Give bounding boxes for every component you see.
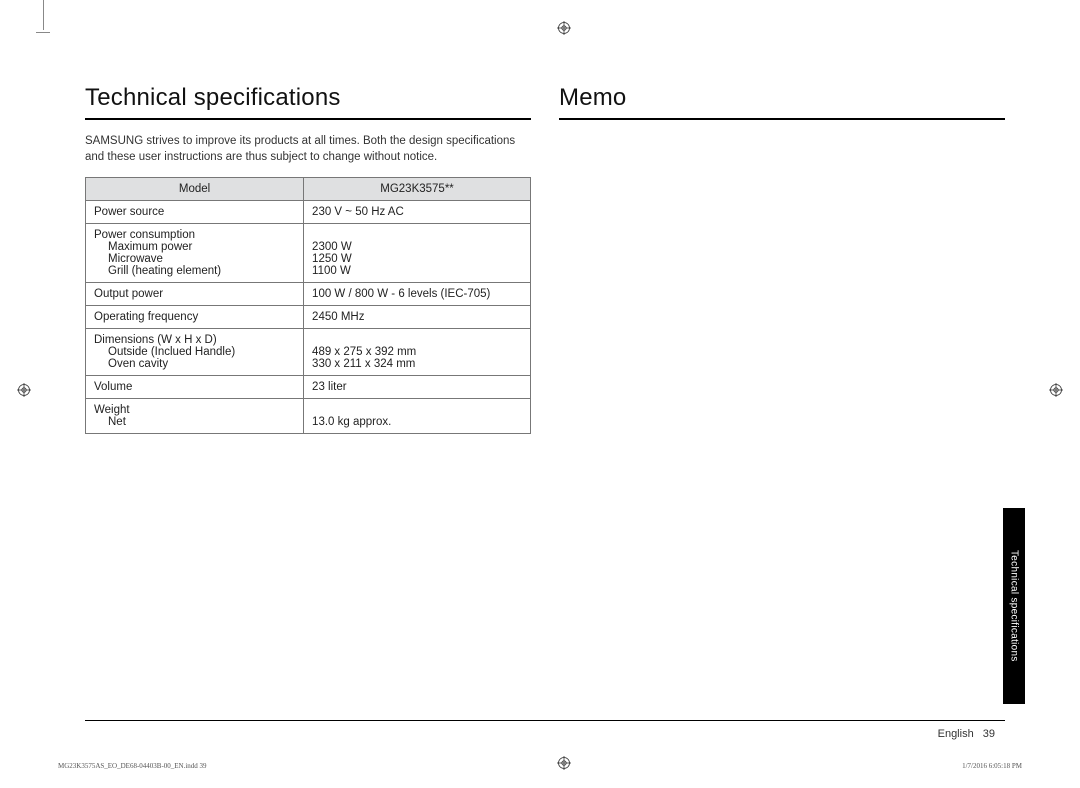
heading-memo: Memo: [559, 84, 1005, 112]
registration-mark-top: [557, 21, 571, 35]
spec-value-cell: 13.0 kg approx.: [304, 399, 531, 434]
spec-subvalue: 13.0 kg approx.: [312, 416, 522, 428]
spec-label: Dimensions (W x H x D): [94, 334, 217, 346]
registration-mark-left: [17, 383, 31, 397]
spec-label: Power consumption: [94, 229, 195, 241]
footer-language: English: [938, 728, 974, 740]
spec-sublabel: Grill (heating element): [94, 265, 295, 277]
spec-sublabel: Oven cavity: [94, 358, 295, 370]
heading-rule-right: [559, 118, 1005, 120]
spec-label-cell: Power source: [86, 201, 304, 224]
table-header-row: Model MG23K3575**: [86, 178, 531, 201]
right-column: Memo: [559, 84, 1005, 434]
footer-page-number: 39: [983, 728, 995, 740]
registration-mark-bottom: [557, 756, 571, 770]
spec-label-cell: Dimensions (W x H x D)Outside (Inclued H…: [86, 329, 304, 376]
spec-sublabel: Net: [94, 416, 295, 428]
heading-tech-specs: Technical specifications: [85, 84, 531, 112]
page-content: Technical specifications SAMSUNG strives…: [85, 84, 1005, 434]
th-model: Model: [86, 178, 304, 201]
registration-mark-right: [1049, 383, 1063, 397]
spec-label-cell: Output power: [86, 283, 304, 306]
spec-sublabel: Maximum power: [94, 241, 295, 253]
left-column: Technical specifications SAMSUNG strives…: [85, 84, 531, 434]
table-row: Dimensions (W x H x D)Outside (Inclued H…: [86, 329, 531, 376]
spec-label: Power source: [94, 206, 164, 218]
spec-label-cell: WeightNet: [86, 399, 304, 434]
spec-value: 230 V ~ 50 Hz AC: [312, 206, 404, 218]
spec-value-cell: 100 W / 800 W - 6 levels (IEC-705): [304, 283, 531, 306]
table-row: Power consumptionMaximum powerMicrowaveG…: [86, 224, 531, 283]
spec-label-cell: Power consumptionMaximum powerMicrowaveG…: [86, 224, 304, 283]
spec-subvalue: 2300 W: [312, 241, 522, 253]
table-row: Volume 23 liter: [86, 376, 531, 399]
spec-table: Model MG23K3575** Power source 230 V ~ 50…: [85, 177, 531, 434]
spec-sublabel: Outside (Inclued Handle): [94, 346, 295, 358]
spec-subvalue: 330 x 211 x 324 mm: [312, 358, 522, 370]
spec-value: [312, 229, 315, 241]
spec-label: Output power: [94, 288, 163, 300]
spec-subvalue: 489 x 275 x 392 mm: [312, 346, 522, 358]
footer-rule: [85, 720, 1005, 721]
spec-sublabel: Microwave: [94, 253, 295, 265]
table-row: Output power 100 W / 800 W - 6 levels (IE…: [86, 283, 531, 306]
spec-value: 100 W / 800 W - 6 levels (IEC-705): [312, 288, 490, 300]
spec-label: Volume: [94, 381, 132, 393]
crop-mark-top-left: [36, 0, 52, 42]
table-row: Operating frequency 2450 MHz: [86, 306, 531, 329]
spec-value-cell: 230 V ~ 50 Hz AC: [304, 201, 531, 224]
spec-value: 23 liter: [312, 381, 347, 393]
spec-subvalue: 1250 W: [312, 253, 522, 265]
spec-value: [312, 334, 315, 346]
spec-label-cell: Operating frequency: [86, 306, 304, 329]
spec-value: 2450 MHz: [312, 311, 364, 323]
intro-text: SAMSUNG strives to improve its products …: [85, 134, 531, 165]
spec-value-cell: 489 x 275 x 392 mm330 x 211 x 324 mm: [304, 329, 531, 376]
spec-value-cell: 2450 MHz: [304, 306, 531, 329]
indd-timestamp: 1/7/2016 6:05:18 PM: [962, 762, 1022, 770]
spec-label-cell: Volume: [86, 376, 304, 399]
footer-text: English 39: [938, 728, 995, 740]
table-row: Power source 230 V ~ 50 Hz AC: [86, 201, 531, 224]
heading-rule-left: [85, 118, 531, 120]
spec-value: [312, 404, 315, 416]
spec-label: Weight: [94, 404, 130, 416]
indd-filename: MG23K3575AS_EO_DE68-04403B-00_EN.indd 39: [58, 762, 207, 770]
table-row: WeightNet 13.0 kg approx.: [86, 399, 531, 434]
spec-value-cell: 2300 W1250 W1100 W: [304, 224, 531, 283]
spec-value-cell: 23 liter: [304, 376, 531, 399]
th-model-value: MG23K3575**: [304, 178, 531, 201]
spec-subvalue: 1100 W: [312, 265, 522, 277]
side-tab: Technical specifications: [1003, 508, 1025, 704]
spec-label: Operating frequency: [94, 311, 198, 323]
